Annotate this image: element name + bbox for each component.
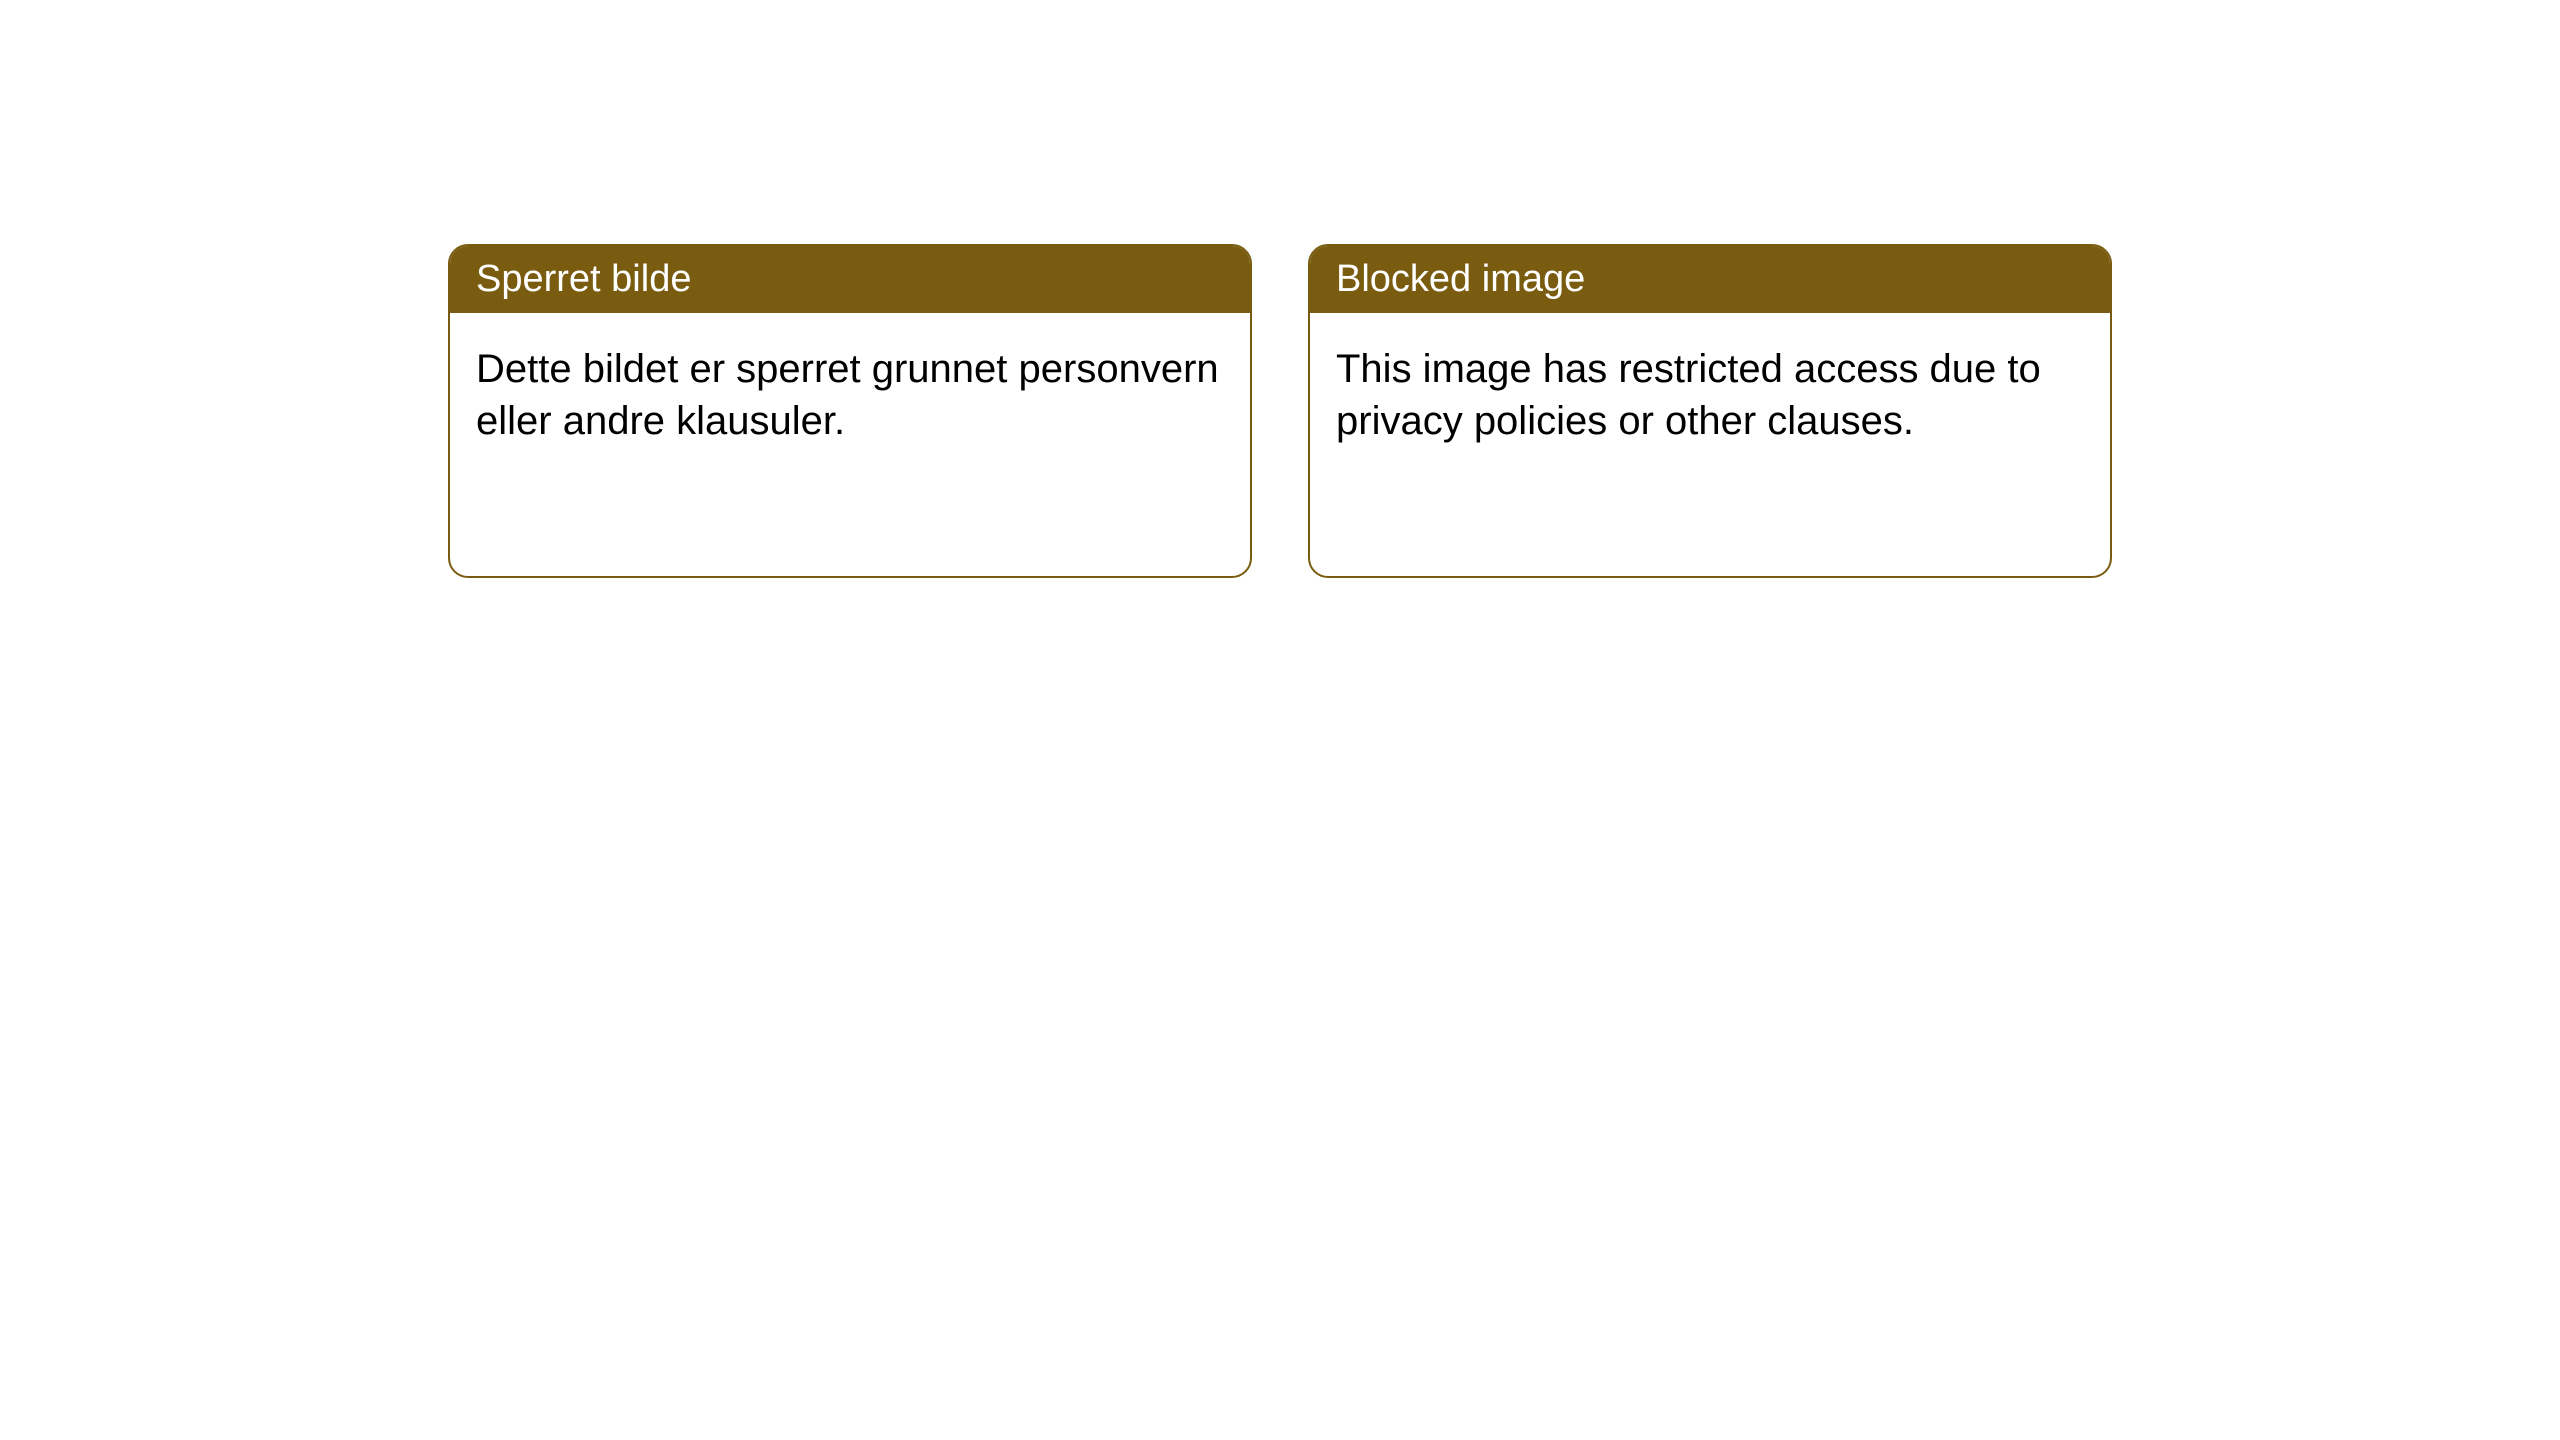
- notice-title-norwegian: Sperret bilde: [476, 258, 691, 300]
- notice-header-norwegian: Sperret bilde: [450, 246, 1250, 313]
- notice-header-english: Blocked image: [1310, 246, 2110, 313]
- notice-text-norwegian: Dette bildet er sperret grunnet personve…: [476, 347, 1219, 443]
- notice-body-norwegian: Dette bildet er sperret grunnet personve…: [450, 313, 1250, 477]
- notice-title-english: Blocked image: [1336, 258, 1585, 300]
- notice-text-english: This image has restricted access due to …: [1336, 347, 2041, 443]
- notice-card-english: Blocked image This image has restricted …: [1308, 244, 2112, 578]
- notice-body-english: This image has restricted access due to …: [1310, 313, 2110, 477]
- notice-container: Sperret bilde Dette bildet er sperret gr…: [448, 244, 2112, 578]
- notice-card-norwegian: Sperret bilde Dette bildet er sperret gr…: [448, 244, 1252, 578]
